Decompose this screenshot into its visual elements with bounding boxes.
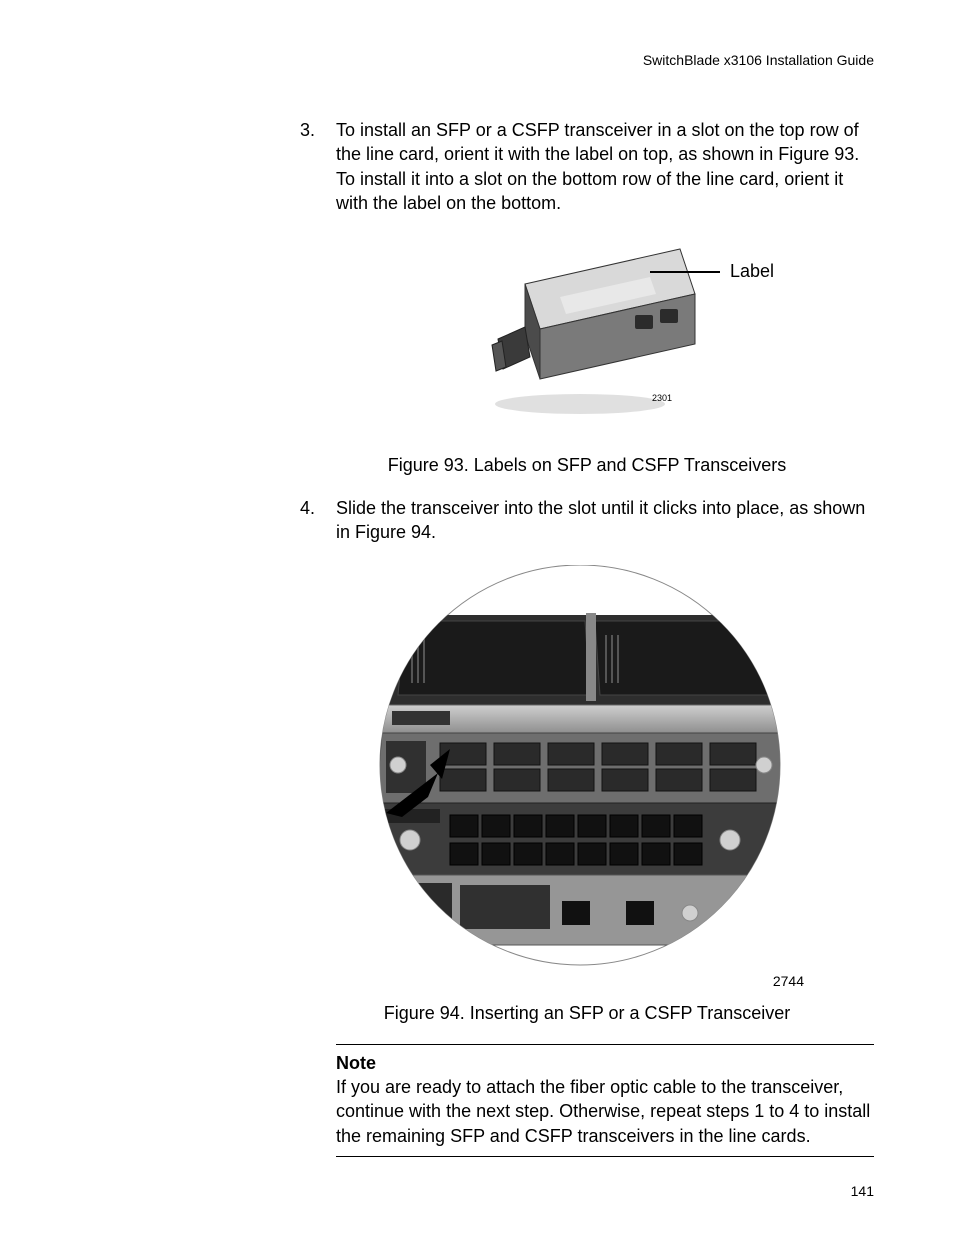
chassis-insert-icon xyxy=(290,565,850,985)
figure-94: 2744 xyxy=(280,565,874,995)
note-box: Note If you are ready to attach the fibe… xyxy=(336,1044,874,1157)
step-number: 4. xyxy=(300,496,336,520)
figure-93-caption: Figure 93. Labels on SFP and CSFP Transc… xyxy=(300,455,874,476)
note-text: If you are ready to attach the fiber opt… xyxy=(336,1075,874,1148)
note-title: Note xyxy=(336,1051,874,1075)
figure-94-caption: Figure 94. Inserting an SFP or a CSFP Tr… xyxy=(300,1003,874,1024)
page-number: 141 xyxy=(851,1183,874,1199)
figure-93: 2301 Label xyxy=(300,239,874,439)
label-callout: Label xyxy=(730,261,774,282)
figure-94-internal-num: 2744 xyxy=(773,973,804,989)
step-text: Slide the transceiver into the slot unti… xyxy=(336,496,874,545)
step-4: 4. Slide the transceiver into the slot u… xyxy=(300,496,874,545)
step-text: To install an SFP or a CSFP transceiver … xyxy=(336,118,874,215)
sfp-transceiver-icon: 2301 xyxy=(470,239,710,419)
step-3: 3. To install an SFP or a CSFP transceiv… xyxy=(300,118,874,215)
content-area: 3. To install an SFP or a CSFP transceiv… xyxy=(300,118,874,1157)
page: SwitchBlade x3106 Installation Guide 3. … xyxy=(0,0,954,1235)
doc-title: SwitchBlade x3106 Installation Guide xyxy=(643,52,874,68)
doc-header: SwitchBlade x3106 Installation Guide xyxy=(80,52,874,68)
svg-text:2301: 2301 xyxy=(652,393,672,403)
step-number: 3. xyxy=(300,118,336,142)
label-leader-line xyxy=(650,271,720,273)
